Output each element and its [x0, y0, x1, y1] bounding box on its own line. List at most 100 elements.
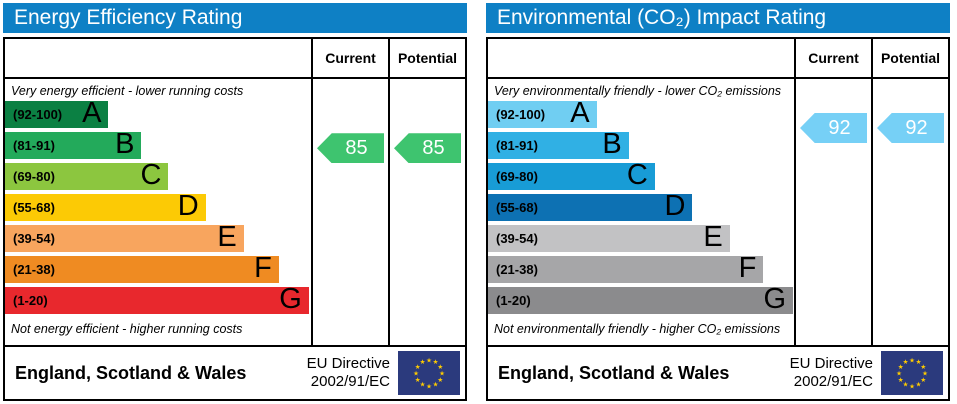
- environmental-panel-title: Environmental (CO₂) Impact Rating: [497, 6, 827, 29]
- band-range-label: (81-91): [496, 138, 538, 153]
- band-letter: D: [177, 190, 199, 222]
- svg-text:★: ★: [426, 382, 432, 390]
- eu-directive-label: EU Directive 2002/91/EC: [790, 355, 873, 391]
- band-range-label: (92-100): [13, 107, 63, 122]
- column-header-row: Current Potential: [488, 39, 948, 79]
- band-letter: B: [602, 128, 622, 160]
- svg-text:★: ★: [426, 356, 432, 364]
- spacer-cell: [488, 39, 794, 77]
- band-letter: B: [115, 128, 135, 160]
- svg-text:★: ★: [420, 358, 426, 366]
- band-letter: F: [738, 252, 757, 284]
- svg-text:★: ★: [909, 356, 915, 364]
- bottom-caption: Not energy efficient - higher running co…: [11, 322, 243, 336]
- eu-directive-line1: EU Directive: [789, 355, 873, 372]
- svg-text:★: ★: [920, 376, 926, 384]
- eu-flag-icon: ★ ★★ ★★★ ★★★ ★★★: [398, 351, 460, 395]
- current-rating-column: 92: [794, 79, 871, 345]
- band-bar-g: (1-20) G: [5, 283, 309, 315]
- band-bar-c: (69-80) C: [5, 159, 169, 191]
- potential-column-header: Potential: [388, 39, 465, 77]
- band-bar-e: (39-54) E: [5, 221, 244, 253]
- energy-panel-title-bar: Energy Efficiency Rating: [3, 3, 467, 33]
- band-row-b: (81-91) B: [488, 128, 794, 160]
- region-label: England, Scotland & Wales: [15, 362, 247, 383]
- svg-text:★: ★: [896, 369, 902, 377]
- region-label: England, Scotland & Wales: [498, 362, 730, 383]
- chart-body: Very energy efficient - lower running co…: [5, 79, 465, 345]
- band-row-g: (1-20) G: [488, 283, 794, 315]
- eu-directive-line2: 2002/91/EC: [793, 373, 873, 390]
- band-scale: (92-100) A (81-91) B (69: [488, 99, 794, 318]
- band-letter: C: [140, 159, 162, 191]
- band-bar-d: (55-68) D: [5, 190, 206, 222]
- band-range-label: (92-100): [496, 107, 546, 122]
- band-range-label: (21-38): [496, 262, 538, 277]
- band-bar-b: (81-91) B: [5, 128, 142, 160]
- band-range-label: (81-91): [13, 138, 55, 153]
- top-caption: Very energy efficient - lower running co…: [11, 84, 244, 98]
- band-bar-f: (21-38) F: [5, 252, 279, 284]
- band-range-label: (55-68): [496, 200, 538, 215]
- svg-text:★: ★: [415, 376, 421, 384]
- potential-rating-column: 92: [871, 79, 948, 345]
- band-letter: G: [279, 283, 302, 315]
- band-letter: E: [703, 221, 723, 253]
- band-row-b: (81-91) B: [5, 128, 311, 160]
- svg-text:★: ★: [903, 358, 909, 366]
- band-scale-column: Very environmentally friendly - lower CO…: [488, 79, 794, 345]
- band-letter: D: [664, 190, 686, 222]
- band-row-g: (1-20) G: [5, 283, 311, 315]
- band-row-d: (55-68) D: [488, 190, 794, 222]
- svg-text:★: ★: [415, 363, 421, 371]
- band-bar-g: (1-20) G: [488, 283, 794, 315]
- band-row-f: (21-38) F: [5, 252, 311, 284]
- band-letter: E: [217, 221, 237, 253]
- svg-text:★: ★: [413, 369, 419, 377]
- svg-text:★: ★: [433, 358, 439, 366]
- panel-footer: England, Scotland & Wales EU Directive 2…: [488, 345, 948, 399]
- top-caption: Very environmentally friendly - lower CO…: [494, 84, 782, 98]
- potential-column-header: Potential: [871, 39, 948, 77]
- band-bar-d: (55-68) D: [488, 190, 693, 222]
- svg-text:★: ★: [903, 381, 909, 389]
- band-letter: F: [254, 252, 272, 284]
- current-rating-column: 85: [311, 79, 388, 345]
- band-row-a: (92-100) A: [5, 97, 311, 129]
- svg-text:★: ★: [909, 382, 915, 390]
- energy-efficiency-panel: Energy Efficiency Rating Current Potenti…: [3, 3, 467, 401]
- band-letter: A: [82, 97, 102, 129]
- band-range-label: (39-54): [13, 231, 55, 246]
- band-range-label: (1-20): [13, 293, 48, 308]
- current-rating-arrow: 85: [317, 133, 384, 164]
- band-row-e: (39-54) E: [5, 221, 311, 253]
- band-bar-c: (69-80) C: [488, 159, 655, 191]
- environmental-rating-chart: Current Potential Very environmentally f…: [486, 37, 950, 401]
- band-scale: (92-100) A (81-91) B (69: [5, 97, 311, 318]
- potential-rating-arrow: 92: [877, 113, 944, 143]
- energy-rating-chart: Current Potential Very energy efficient …: [3, 37, 467, 401]
- chart-body: Very environmentally friendly - lower CO…: [488, 79, 948, 345]
- svg-text:★: ★: [437, 363, 443, 371]
- potential-rating-value: 92: [905, 116, 928, 139]
- band-letter: G: [763, 283, 787, 315]
- spacer-cell: [5, 39, 311, 77]
- band-row-c: (69-80) C: [488, 159, 794, 191]
- svg-text:★: ★: [920, 363, 926, 371]
- svg-text:★: ★: [437, 376, 443, 384]
- svg-text:★: ★: [922, 369, 928, 377]
- band-range-label: (55-68): [13, 200, 55, 215]
- band-range-label: (21-38): [13, 262, 55, 277]
- band-range-label: (69-80): [496, 169, 538, 184]
- band-bar-a: (92-100) A: [5, 97, 109, 129]
- bottom-caption: Not environmentally friendly - higher CO…: [494, 322, 781, 336]
- band-bar-a: (92-100) A: [488, 99, 597, 128]
- band-range-label: (39-54): [496, 231, 538, 246]
- panel-footer: England, Scotland & Wales EU Directive 2…: [5, 345, 465, 399]
- eu-directive-label: EU Directive 2002/91/EC: [307, 355, 390, 391]
- svg-text:★: ★: [898, 376, 904, 384]
- eu-directive-line2: 2002/91/EC: [310, 373, 390, 390]
- svg-text:★: ★: [420, 381, 426, 389]
- energy-panel-title: Energy Efficiency Rating: [14, 6, 243, 29]
- band-letter: C: [626, 159, 648, 191]
